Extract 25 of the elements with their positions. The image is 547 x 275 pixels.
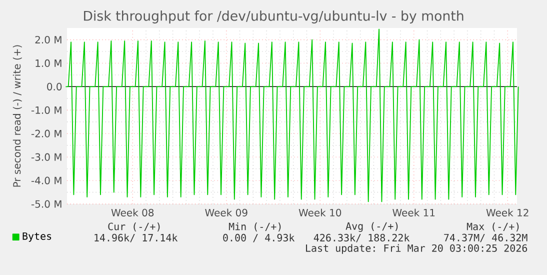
legend-label: Bytes	[22, 232, 52, 242]
y-tick-label: 1.0 M	[36, 59, 62, 67]
y-tick-label: 0.0	[47, 82, 62, 90]
y-tick-label: -2.0 M	[31, 130, 62, 138]
y-tick-label: -3.0 M	[31, 153, 62, 161]
text: Avg (-/+)	[346, 222, 398, 232]
x-tick-label: Week 08	[111, 208, 154, 216]
x-tick-label: Week 09	[205, 208, 248, 216]
x-tick-label: Week 12	[486, 208, 528, 216]
y-tick-label: -1.0 M	[31, 106, 62, 114]
y-tick-label: -4.0 M	[31, 176, 62, 184]
text: Cur (-/+)	[108, 222, 160, 232]
text: 14.96k/ 17.14k	[94, 234, 178, 242]
text: Min (-/+)	[228, 222, 281, 232]
y-tick-label: 2.0 M	[35, 36, 62, 44]
chart-title: Disk throughput for /dev/ubuntu-vg/ubuntu-lv - by month	[84, 10, 464, 24]
y-axis-title: Pr second read (-) / write (+)	[12, 45, 22, 187]
text: 426.33k/ 188.22k	[314, 234, 410, 242]
text: 0.00 / 4.93k	[223, 234, 295, 242]
text: Max (-/+)	[466, 222, 519, 232]
y-tick-label: -5.0 M	[31, 200, 62, 208]
x-tick-label: Week 10	[298, 208, 342, 216]
text: 74.37M/ 46.32M	[444, 234, 528, 242]
x-tick-label: Week 11	[392, 208, 435, 216]
text: Last update: Fri Mar 20 03:00:25 2026	[306, 244, 528, 254]
